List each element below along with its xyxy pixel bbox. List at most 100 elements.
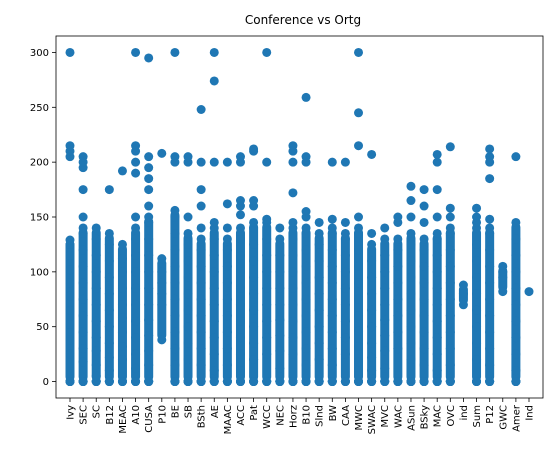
data-point (104, 305, 114, 315)
data-point (340, 250, 350, 260)
data-point (131, 300, 141, 310)
data-point (445, 142, 455, 152)
data-point (419, 278, 429, 288)
data-point (144, 377, 154, 387)
data-point (235, 267, 245, 277)
y-tick-label: 300 (30, 48, 49, 59)
data-point (262, 300, 272, 310)
data-point (65, 320, 75, 330)
x-tick-label: Ivy (66, 405, 77, 420)
x-tick-label: Slnd (315, 405, 326, 427)
data-point (65, 250, 75, 260)
data-point (432, 185, 442, 195)
data-point (144, 250, 154, 260)
data-point (327, 360, 337, 370)
x-tick-label: CAA (341, 405, 352, 426)
data-point (301, 327, 311, 337)
data-point (367, 377, 377, 387)
x-tick-label: ind (459, 405, 470, 420)
data-point (419, 217, 429, 227)
data-point (117, 267, 127, 277)
data-point (222, 344, 232, 354)
data-point (78, 185, 88, 195)
data-point (117, 254, 127, 264)
data-point (327, 327, 337, 337)
data-point (170, 327, 180, 337)
data-point (196, 185, 206, 195)
data-point (262, 214, 272, 224)
data-point (472, 305, 482, 315)
data-point (288, 316, 298, 326)
data-point (144, 300, 154, 310)
data-point (472, 338, 482, 348)
data-point (275, 346, 285, 356)
data-point (327, 294, 337, 304)
x-tick-label: Ind (525, 405, 536, 421)
x-tick-label: Sum (472, 405, 483, 427)
data-point (144, 201, 154, 211)
data-point (78, 261, 88, 271)
data-point (235, 333, 245, 343)
x-tick-label: WCC (262, 405, 273, 429)
x-tick-label: Pat (249, 405, 260, 421)
data-point (485, 152, 495, 162)
data-point (262, 283, 272, 293)
x-tick-label: GWC (498, 405, 509, 430)
data-point (406, 212, 416, 222)
data-point (314, 322, 324, 332)
data-point (78, 344, 88, 354)
data-point (91, 234, 101, 244)
data-point (78, 294, 88, 304)
data-point (288, 377, 298, 387)
data-point (354, 223, 364, 233)
data-point (275, 223, 285, 233)
data-point (406, 181, 416, 191)
data-point (91, 267, 101, 277)
data-point (406, 196, 416, 206)
data-point (301, 377, 311, 387)
data-point (419, 344, 429, 354)
data-point (209, 217, 219, 227)
data-point (327, 157, 337, 167)
data-point (222, 199, 232, 209)
x-tick-label: P10 (157, 405, 168, 424)
data-point (65, 377, 75, 387)
data-point (78, 245, 88, 255)
data-point (235, 283, 245, 293)
data-point (511, 283, 521, 293)
data-point (314, 338, 324, 348)
data-point (65, 278, 75, 288)
chart-title: Conference vs Ortg (245, 13, 361, 27)
data-point (262, 316, 272, 326)
data-point (235, 316, 245, 326)
data-point (183, 305, 193, 315)
data-point (104, 338, 114, 348)
data-point (131, 333, 141, 343)
data-point (406, 377, 416, 387)
data-point (340, 333, 350, 343)
data-point (157, 267, 167, 277)
data-point (327, 278, 337, 288)
data-point (419, 245, 429, 255)
data-points (65, 47, 534, 387)
data-point (249, 322, 259, 332)
data-point (104, 185, 114, 195)
data-point (301, 245, 311, 255)
data-point (485, 360, 495, 370)
data-point (131, 141, 141, 151)
point-band-MAAC (222, 238, 232, 382)
data-point (144, 152, 154, 162)
data-point (472, 256, 482, 266)
data-point (131, 316, 141, 326)
data-point (104, 272, 114, 282)
data-point (131, 47, 141, 57)
data-point (445, 311, 455, 321)
data-point (183, 322, 193, 332)
data-point (432, 212, 442, 222)
data-point (170, 245, 180, 255)
data-point (485, 294, 495, 304)
data-point (144, 163, 154, 173)
data-point (485, 174, 495, 184)
data-point (131, 168, 141, 178)
data-point (419, 327, 429, 337)
